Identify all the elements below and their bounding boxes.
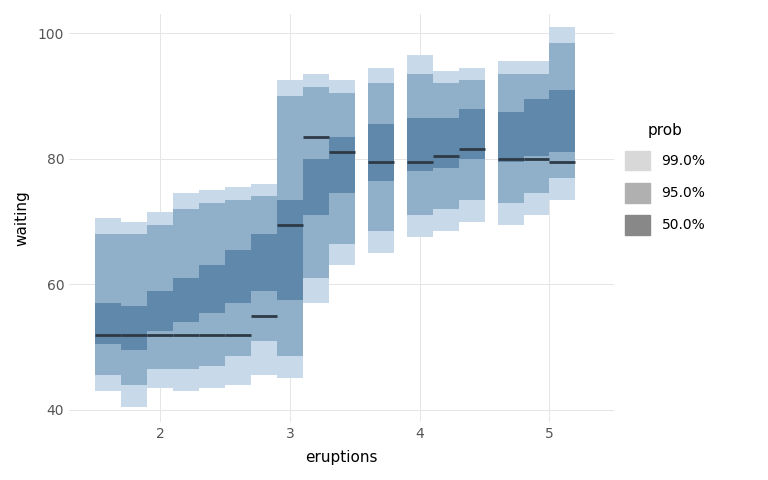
Bar (95, 234, 121, 375)
Bar (407, 74, 432, 215)
Bar (95, 218, 121, 391)
Bar (276, 80, 303, 378)
Bar (432, 71, 458, 231)
Bar (251, 234, 276, 290)
Bar (498, 112, 524, 162)
Bar (225, 187, 251, 385)
Bar (549, 90, 575, 153)
Bar (432, 118, 458, 168)
Bar (95, 303, 121, 344)
Bar (329, 137, 355, 193)
Bar (225, 200, 251, 357)
Bar (368, 124, 394, 181)
Bar (173, 193, 199, 391)
Bar (121, 222, 147, 407)
Bar (524, 74, 549, 193)
Bar (407, 55, 432, 237)
Bar (276, 96, 303, 357)
Bar (251, 196, 276, 341)
Bar (329, 80, 355, 265)
Bar (276, 200, 303, 300)
X-axis label: eruptions: eruptions (306, 450, 378, 465)
Bar (173, 278, 199, 322)
Bar (458, 68, 485, 222)
Bar (147, 225, 173, 369)
Bar (251, 184, 276, 375)
Bar (524, 99, 549, 156)
Bar (458, 108, 485, 159)
Bar (407, 118, 432, 171)
Bar (199, 190, 225, 388)
Bar (549, 43, 575, 178)
Bar (498, 74, 524, 203)
Bar (368, 68, 394, 253)
Bar (303, 159, 329, 215)
Bar (368, 84, 394, 231)
Bar (303, 74, 329, 303)
Bar (524, 61, 549, 215)
Bar (199, 203, 225, 366)
Bar (173, 209, 199, 369)
Bar (147, 212, 173, 388)
Bar (225, 250, 251, 303)
Bar (121, 234, 147, 385)
Bar (147, 290, 173, 331)
Bar (329, 93, 355, 243)
Legend: 99.0%, 95.0%, 50.0%: 99.0%, 95.0%, 50.0% (625, 123, 706, 235)
Bar (458, 80, 485, 200)
Y-axis label: waiting: waiting (15, 191, 29, 246)
Bar (199, 265, 225, 312)
Bar (432, 84, 458, 209)
Bar (121, 306, 147, 350)
Bar (549, 27, 575, 200)
Bar (303, 86, 329, 278)
Bar (498, 61, 524, 225)
